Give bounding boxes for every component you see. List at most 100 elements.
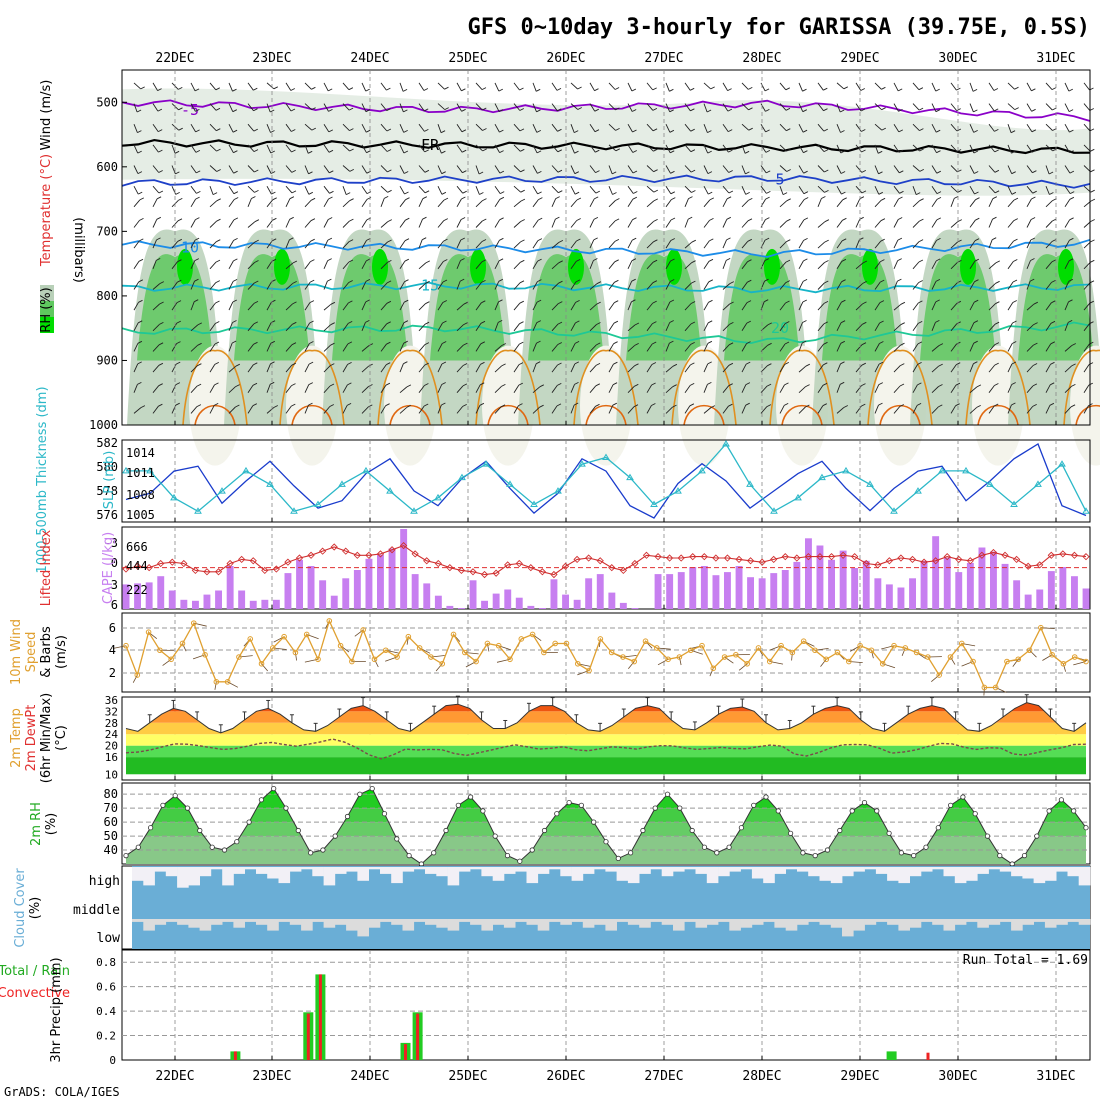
rh-point bbox=[665, 792, 669, 796]
cloud-gap bbox=[752, 919, 764, 925]
precip-convective-bar bbox=[319, 974, 322, 1060]
wind-barb-flag bbox=[1090, 260, 1094, 262]
cape-bar bbox=[1025, 595, 1032, 609]
cape-bar bbox=[955, 572, 962, 609]
y-tick-label-right: 666 bbox=[126, 540, 148, 554]
cloud-gap bbox=[1068, 867, 1080, 876]
cloud-gap bbox=[380, 867, 392, 874]
rh-point bbox=[985, 834, 989, 838]
cloud-gap bbox=[763, 919, 775, 922]
cloud-gap bbox=[233, 867, 245, 874]
y-tick-label-right: 1011 bbox=[126, 466, 155, 480]
cape-bar bbox=[342, 578, 349, 609]
cloud-gap bbox=[188, 919, 200, 928]
cloud-gap bbox=[808, 919, 820, 922]
y-tick-label: 582 bbox=[96, 436, 118, 450]
cape-bar bbox=[759, 578, 766, 609]
rh-band bbox=[122, 822, 1090, 836]
cloud-gap bbox=[774, 919, 786, 928]
cloud-gap bbox=[797, 919, 809, 925]
cape-bar bbox=[157, 576, 164, 609]
cape-bar bbox=[366, 559, 373, 609]
precip-convective-bar bbox=[927, 1053, 930, 1060]
cloud-gap bbox=[267, 919, 279, 931]
axis-label: (°C) bbox=[54, 725, 69, 751]
rh-point bbox=[924, 845, 928, 849]
axis-label: (m/s) bbox=[54, 635, 69, 669]
rh-point bbox=[1035, 834, 1039, 838]
cloud-gap bbox=[166, 919, 178, 922]
cloud-gap bbox=[932, 919, 944, 925]
axis-label: 2m RH bbox=[29, 802, 44, 846]
cloud-gap bbox=[763, 867, 775, 883]
cloud-gap bbox=[729, 919, 741, 931]
day-label-bottom: 30DEC bbox=[938, 1069, 977, 1084]
cloud-gap bbox=[155, 919, 167, 925]
contour-label: 10 bbox=[181, 239, 199, 257]
cloud-gap bbox=[357, 867, 369, 881]
rh-point bbox=[358, 792, 362, 796]
cloud-gap bbox=[887, 919, 899, 925]
wind-barb bbox=[487, 643, 488, 651]
cloud-gap bbox=[549, 867, 561, 869]
wind-barb bbox=[792, 653, 793, 661]
wind-barb bbox=[163, 659, 172, 665]
temp-band bbox=[122, 711, 1090, 722]
rh-point bbox=[1084, 826, 1088, 830]
y-tick-label: 0.2 bbox=[96, 1030, 116, 1043]
cloud-gap bbox=[820, 867, 832, 881]
y-tick-label-right: 1014 bbox=[126, 446, 155, 460]
cloud-gap bbox=[1079, 867, 1091, 885]
cloud-gap bbox=[696, 919, 708, 928]
cloud-gap bbox=[876, 867, 888, 874]
cloud-gap bbox=[357, 919, 369, 936]
cape-bar bbox=[1048, 571, 1055, 609]
rh-point bbox=[518, 859, 522, 863]
cape-bar bbox=[585, 578, 592, 609]
cloud-gap bbox=[504, 919, 516, 928]
cape-bar bbox=[597, 574, 604, 609]
cape-bar bbox=[481, 601, 488, 609]
cloud-gap bbox=[346, 919, 358, 931]
rh-fill-max bbox=[372, 249, 388, 285]
axis-label: 2m DewPt bbox=[24, 705, 39, 772]
rh-point bbox=[308, 851, 312, 855]
rh-point bbox=[173, 793, 177, 797]
y-tick-label: 0.6 bbox=[96, 981, 116, 994]
rh-point bbox=[604, 840, 608, 844]
day-label-top: 27DEC bbox=[644, 51, 683, 66]
cape-bar bbox=[238, 591, 245, 609]
cloud-gap bbox=[414, 919, 426, 922]
rh-point bbox=[752, 803, 756, 807]
cape-bar bbox=[990, 552, 997, 609]
wind-barb-flag bbox=[1091, 199, 1095, 201]
cloud-gap bbox=[684, 867, 696, 869]
y-tick-label-right: 1008 bbox=[126, 488, 155, 502]
rh-point bbox=[456, 803, 460, 807]
cape-bar bbox=[180, 600, 187, 609]
axis-label: 2m Temp bbox=[9, 708, 24, 768]
cloud-gap bbox=[1079, 919, 1091, 925]
contour-label: 20 bbox=[771, 319, 789, 337]
cloud-gap bbox=[200, 919, 212, 931]
day-label-bottom: 31DEC bbox=[1036, 1069, 1075, 1084]
wind-barb bbox=[739, 664, 747, 671]
cloud-gap bbox=[369, 919, 381, 928]
rh-point bbox=[444, 828, 448, 832]
rh-point bbox=[764, 795, 768, 799]
rh-fill-max bbox=[568, 249, 584, 285]
cloud-gap bbox=[989, 919, 1001, 925]
rh-point bbox=[259, 798, 263, 802]
cloud-gap bbox=[583, 919, 595, 928]
cape-bar bbox=[655, 574, 662, 609]
rh-point bbox=[407, 853, 411, 857]
rh-point bbox=[776, 809, 780, 813]
rh-point bbox=[702, 845, 706, 849]
cloud-gap bbox=[391, 867, 403, 883]
cloud-gap bbox=[989, 867, 1001, 869]
rh-point bbox=[739, 826, 743, 830]
cloud-gap bbox=[425, 919, 437, 925]
cape-bar bbox=[331, 596, 338, 609]
rh-fill-max bbox=[274, 249, 290, 285]
cape-bar bbox=[886, 584, 893, 609]
